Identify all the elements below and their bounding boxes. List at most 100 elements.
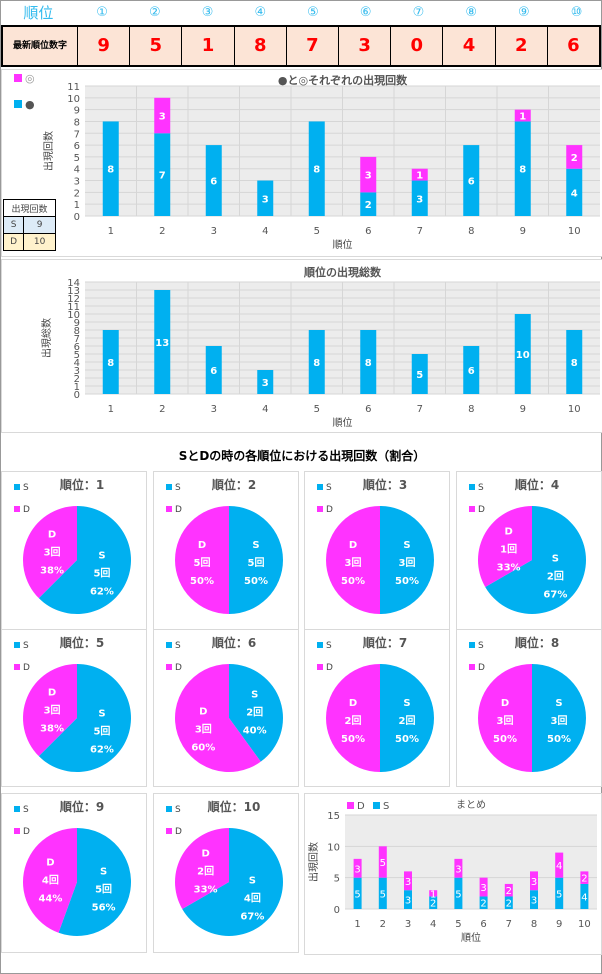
x-tick-label: 3 bbox=[405, 919, 411, 930]
data-label: 3 bbox=[531, 877, 537, 888]
y-tick-label: 4 bbox=[74, 165, 80, 176]
data-label: 8 bbox=[313, 358, 320, 369]
pie-chart-position-5[interactable]: 順位：5 S D S 5回 62% D 3回 38% bbox=[1, 629, 147, 787]
count-table-key: S bbox=[2, 216, 25, 234]
pie-chart-position-3[interactable]: 順位：3 S D S 3回 50% D 3回 50% bbox=[304, 471, 450, 631]
bar-◎ bbox=[514, 109, 531, 122]
y-tick-label: 9 bbox=[74, 318, 80, 329]
position-header: ⑤ bbox=[307, 5, 319, 20]
pie-slice-S bbox=[38, 664, 131, 772]
pie-data-label: 62% bbox=[90, 586, 114, 597]
pie-chart-position-4[interactable]: 順位：4 S D S 2回 67% D 1回 33% bbox=[456, 471, 602, 631]
y-tick-label: 8 bbox=[74, 326, 80, 337]
legend-swatch bbox=[317, 484, 323, 490]
bar-出現総数 bbox=[308, 330, 325, 394]
pie-data-label: S bbox=[249, 876, 256, 887]
chart-marks-counts-svg: 0123456789101181732633485236317688194210… bbox=[14, 72, 600, 251]
pie-data-label: 50% bbox=[341, 576, 365, 587]
pie-title: 順位：6 bbox=[211, 635, 256, 650]
x-tick-label: 9 bbox=[520, 404, 526, 415]
y-tick-label: 11 bbox=[67, 302, 80, 313]
pie-slice-D bbox=[22, 664, 77, 757]
data-label: 3 bbox=[405, 896, 411, 907]
chart-total-counts[interactable]: 0 1 2 3 4 5 6 7 8 9 10 11 12 13 14 8 1 13 2 6 3 3 4 8 5 8 6 5 7 6 8 10 9… bbox=[1, 259, 602, 433]
bar-出現総数 bbox=[411, 354, 428, 394]
pie-data-label: S bbox=[403, 698, 410, 709]
legend-label: D bbox=[326, 663, 333, 673]
y-tick-label: 4 bbox=[74, 358, 80, 369]
pie-chart-position-2[interactable]: 順位：2 S D S 5回 50% D 5回 50% bbox=[153, 471, 299, 631]
pie-title: 順位：1 bbox=[59, 477, 104, 492]
pie-chart-position-1[interactable]: 順位：1 S D S 5回 62% D 3回 38% bbox=[1, 471, 147, 631]
pie-data-label: 5回 bbox=[95, 884, 112, 896]
bar-● bbox=[360, 192, 377, 216]
pie-data-label: 44% bbox=[38, 893, 62, 904]
pie-chart-position-9[interactable]: 順位：9 S D S 5回 56% D 4回 44% bbox=[1, 793, 147, 953]
pie-data-label: D bbox=[501, 698, 509, 709]
latest-digit-cell[interactable]: 1 bbox=[181, 27, 233, 65]
x-tick-label: 8 bbox=[531, 919, 537, 930]
position-header: ⑨ bbox=[518, 5, 530, 20]
latest-digit-cell[interactable]: 9 bbox=[77, 27, 129, 65]
pie-chart-position-8[interactable]: 順位：8 S D S 3回 50% D 3回 50% bbox=[456, 629, 602, 787]
pie-data-label: 5回 bbox=[194, 557, 211, 569]
pie-chart-svg: 順位：1 S D S 5回 62% D 3回 38% bbox=[14, 477, 131, 614]
y-axis-label: 出現回数 bbox=[42, 131, 55, 171]
y-tick-label: 5 bbox=[74, 350, 80, 361]
pie-data-label: D bbox=[504, 527, 512, 538]
pie-slice-S bbox=[229, 664, 283, 762]
pie-data-label: 60% bbox=[191, 742, 215, 753]
latest-digit-cell[interactable]: 5 bbox=[129, 27, 181, 65]
latest-digit-cell[interactable]: 6 bbox=[546, 27, 599, 65]
x-tick-label: 7 bbox=[417, 404, 423, 415]
bar-◎ bbox=[566, 145, 583, 169]
legend-label: S bbox=[23, 805, 29, 815]
position-header-label: 順位 bbox=[23, 4, 54, 22]
pie-slice-S bbox=[58, 828, 131, 936]
data-label: 5 bbox=[354, 889, 360, 900]
pie-data-label: 50% bbox=[341, 734, 365, 745]
data-label: 4 bbox=[556, 861, 562, 872]
latest-digit-cell[interactable]: 4 bbox=[442, 27, 494, 65]
pie-chart-position-6[interactable]: 順位：6 S D S 2回 40% D 3回 60% bbox=[153, 629, 299, 787]
bar-出現総数 bbox=[360, 330, 377, 394]
legend-swatch bbox=[166, 664, 172, 670]
bar-● bbox=[102, 121, 119, 216]
data-label: 2 bbox=[480, 899, 486, 910]
data-label: 3 bbox=[354, 864, 360, 875]
pie-slice-D bbox=[326, 506, 380, 614]
pie-data-label: 50% bbox=[493, 734, 517, 745]
latest-digit-cell[interactable]: 3 bbox=[338, 27, 390, 65]
chart-total-counts-svg: 0123456789101112131481132633485865768109… bbox=[40, 265, 600, 429]
data-label: 2 bbox=[506, 886, 512, 897]
legend-swatch bbox=[166, 828, 172, 834]
count-table-title: 出現回数 bbox=[3, 199, 56, 217]
chart-summary[interactable]: 0 5 10 15 5 3 1 5 5 2 3 3 3 2 1 4 5 3 5 2 3 6 2 2 7 3 3 8 5 4 9 4 2 10 まとめ… bbox=[304, 793, 602, 955]
pie-slice-S bbox=[38, 506, 131, 614]
pie-title: 順位：2 bbox=[211, 477, 256, 492]
pie-chart-position-7[interactable]: 順位：7 S D S 2回 50% D 2回 50% bbox=[304, 629, 450, 787]
latest-digit-cell[interactable]: 2 bbox=[494, 27, 547, 65]
pie-data-label: 5回 bbox=[248, 557, 265, 569]
pie-chart-svg: 順位：7 S D S 2回 50% D 2回 50% bbox=[317, 635, 434, 772]
y-tick-label: 6 bbox=[74, 141, 80, 152]
data-label: 5 bbox=[416, 370, 423, 381]
latest-digit-cell[interactable]: 7 bbox=[285, 27, 338, 65]
pie-data-label: D bbox=[201, 849, 209, 860]
chart-marks-counts[interactable]: 0 1 2 3 4 5 6 7 8 9 10 11 8 1 7 3 2 6 3 3 4 8 5 2 3 6 3 1 7 6 8 8 1 9 4 2 10… bbox=[1, 69, 602, 257]
legend-swatch bbox=[469, 484, 475, 490]
pie-data-label: D bbox=[349, 698, 357, 709]
pie-data-label: 33% bbox=[194, 885, 218, 896]
latest-digit-cell[interactable]: 8 bbox=[233, 27, 286, 65]
latest-digit-cell[interactable]: 0 bbox=[390, 27, 442, 65]
position-header-row: 順位 ① ② ③ ④ ⑤ ⑥ ⑦ ⑧ ⑨ ⑩ bbox=[1, 1, 602, 25]
pie-data-label: D bbox=[46, 857, 54, 868]
x-tick-label: 4 bbox=[262, 226, 268, 237]
legend-swatch bbox=[166, 806, 172, 812]
pie-slice-S bbox=[229, 506, 283, 614]
data-label: 3 bbox=[262, 378, 269, 389]
pie-chart-position-10[interactable]: 順位：10 S D S 4回 67% D 2回 33% bbox=[153, 793, 299, 953]
chart-title: ●と◎それぞれの出現回数 bbox=[278, 73, 408, 87]
data-label: 2 bbox=[571, 153, 578, 164]
